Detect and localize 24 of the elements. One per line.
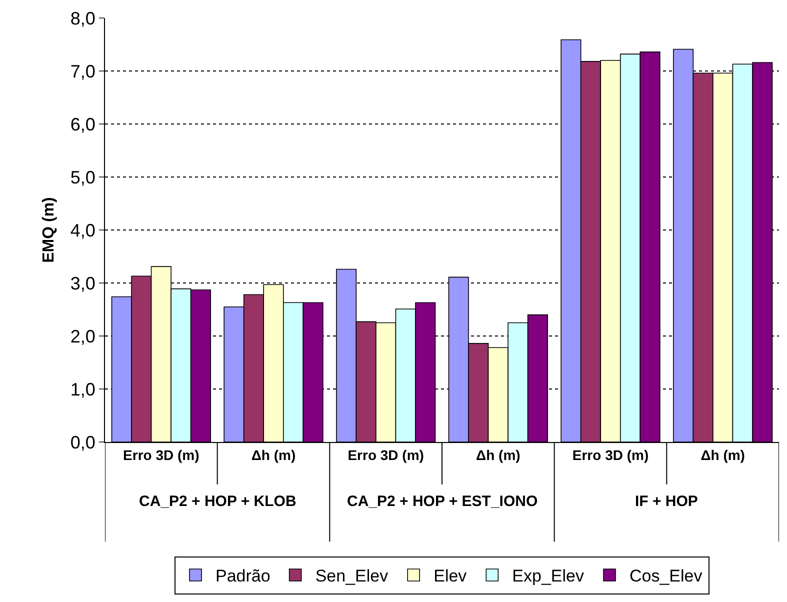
y-tick-label: 1,0 <box>70 379 96 400</box>
y-tick-label: 2,0 <box>70 326 96 346</box>
text: CA_P2 + HOP + KLOB <box>139 493 296 510</box>
x-tick-label: Δh (m) <box>251 446 296 463</box>
x-tick-label: Δh (m) <box>476 446 520 463</box>
y-tick-label: 5,0 <box>70 167 96 188</box>
x-tick-label: Erro 3D (m) <box>572 446 649 463</box>
x-tick-label: Erro 3D (m) <box>123 446 200 463</box>
y-tick-label: 7,0 <box>70 61 96 82</box>
y-axis-title: EMQ (m) <box>40 197 58 263</box>
y-tick-label: 8,0 <box>70 8 96 28</box>
legend-label: Padrão <box>216 566 270 586</box>
x-tick-label: Erro 3D (m) <box>348 446 424 463</box>
y-tick-label: 6,0 <box>70 114 96 134</box>
y-tick-label: 4,0 <box>70 220 96 240</box>
text: IF + HOP <box>635 493 698 510</box>
x-tick-label: Δh (m) <box>700 446 745 463</box>
y-tick-label: 0,0 <box>70 432 96 452</box>
legend-label: Elev <box>434 566 468 586</box>
legend-label: Exp_Elev <box>512 566 584 586</box>
legend-label: Sen_Elev <box>315 566 389 586</box>
y-tick-label: 3,0 <box>70 273 96 294</box>
legend-label: Cos_Elev <box>629 566 703 586</box>
text: CA_P2 + HOP + EST_IONO <box>347 493 538 510</box>
